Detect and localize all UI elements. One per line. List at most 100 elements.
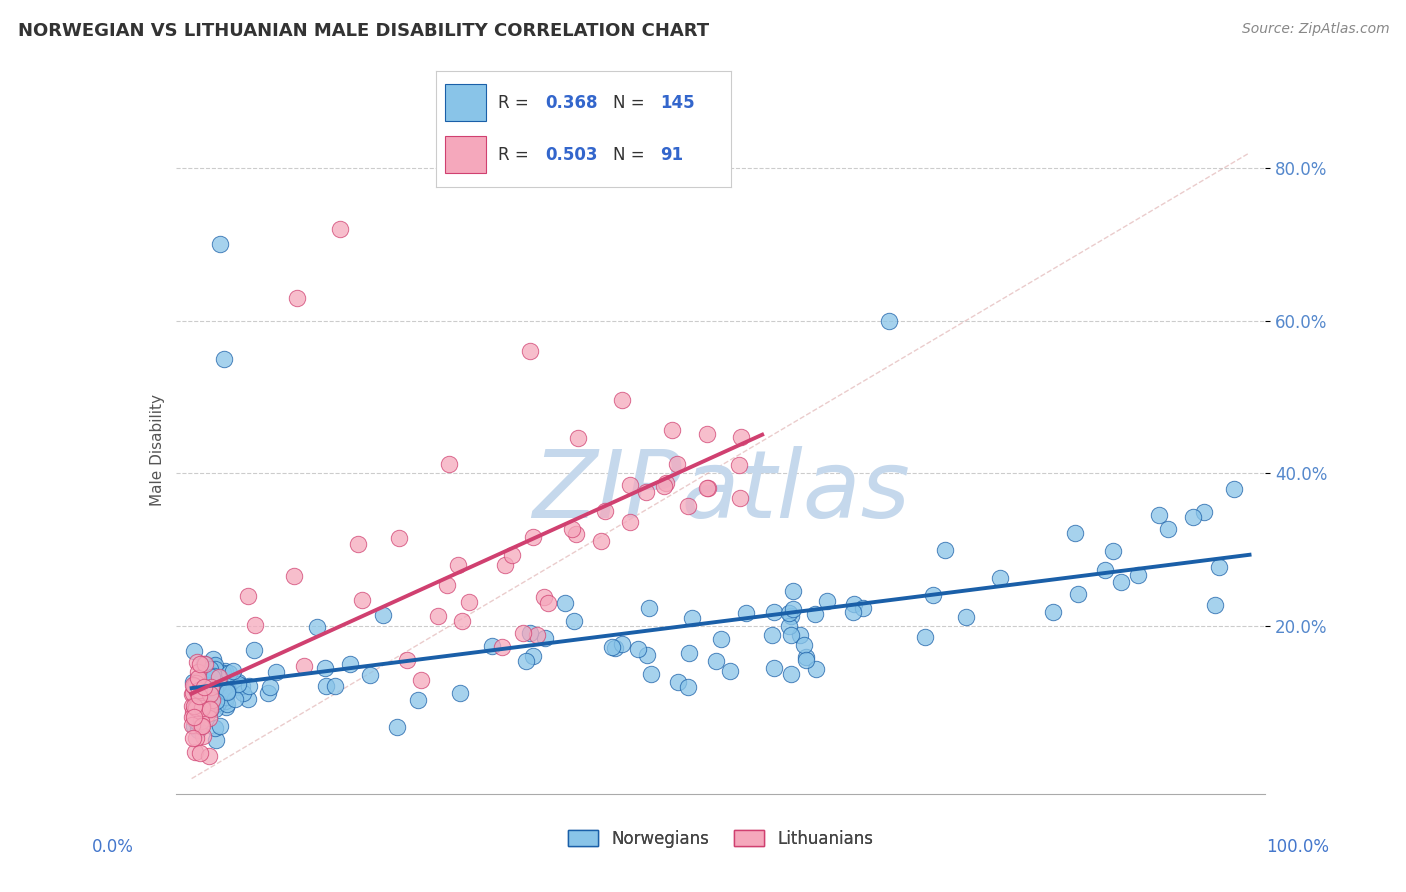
Point: [184, 745, 207, 759]
Point: [200, 680, 222, 694]
Point: [1149, 508, 1171, 523]
Point: [215, 700, 238, 714]
Point: [409, 673, 432, 688]
Point: [232, 686, 254, 700]
Point: [619, 515, 641, 529]
Point: [183, 644, 205, 658]
Point: [212, 351, 235, 366]
Point: [198, 702, 221, 716]
Point: [779, 666, 801, 681]
Text: 100.0%: 100.0%: [1265, 838, 1329, 855]
Point: [193, 681, 215, 695]
Point: [728, 491, 751, 506]
Point: [197, 699, 219, 714]
Point: [640, 667, 662, 681]
Point: [184, 676, 207, 690]
Point: [214, 664, 236, 678]
Point: [222, 664, 245, 678]
Point: [696, 481, 718, 495]
Point: [1223, 482, 1246, 496]
Point: [191, 675, 214, 690]
Point: [197, 697, 219, 711]
Point: [197, 683, 219, 698]
Point: [190, 714, 212, 728]
Point: [259, 681, 281, 695]
Point: [779, 628, 801, 642]
Point: [204, 658, 226, 673]
Point: [1204, 598, 1226, 612]
Point: [187, 723, 209, 737]
Point: [1109, 574, 1132, 589]
Point: [198, 748, 221, 763]
Point: [187, 690, 209, 704]
Point: [593, 504, 616, 518]
FancyBboxPatch shape: [444, 84, 486, 121]
Point: [186, 674, 208, 689]
Point: [201, 681, 224, 696]
Point: [519, 344, 541, 359]
Point: [243, 617, 266, 632]
Point: [778, 619, 800, 633]
Point: [204, 662, 226, 676]
Point: [197, 696, 219, 710]
Point: [763, 661, 786, 675]
Point: [704, 654, 727, 668]
Point: [350, 592, 373, 607]
Point: [190, 719, 212, 733]
Point: [533, 590, 555, 604]
Point: [195, 706, 218, 721]
Point: [554, 596, 576, 610]
Point: [406, 693, 429, 707]
Point: [191, 705, 214, 719]
Text: 0.0%: 0.0%: [91, 838, 134, 855]
Point: [619, 478, 641, 492]
Point: [339, 657, 361, 671]
Point: [697, 482, 720, 496]
Point: [323, 679, 346, 693]
Point: [988, 571, 1011, 585]
Point: [519, 625, 541, 640]
Point: [184, 714, 207, 728]
Point: [666, 457, 689, 471]
Point: [204, 733, 226, 747]
Point: [205, 694, 228, 708]
Point: [654, 475, 676, 490]
Point: [181, 677, 204, 691]
Point: [922, 588, 945, 602]
Point: [436, 578, 458, 592]
Point: [243, 643, 266, 657]
Point: [661, 423, 683, 437]
Point: [793, 638, 815, 652]
Text: N =: N =: [613, 146, 650, 164]
Point: [181, 674, 204, 689]
Point: [934, 542, 956, 557]
Point: [217, 684, 239, 698]
Point: [204, 721, 226, 735]
Point: [181, 731, 204, 746]
Point: [266, 665, 288, 679]
Point: [534, 631, 557, 645]
Text: 0.368: 0.368: [546, 94, 598, 112]
FancyBboxPatch shape: [444, 136, 486, 173]
Point: [666, 675, 689, 690]
Point: [512, 625, 534, 640]
Point: [183, 719, 205, 733]
Point: [190, 746, 212, 760]
Point: [782, 602, 804, 616]
Point: [184, 701, 207, 715]
Point: [187, 690, 209, 705]
Point: [183, 699, 205, 714]
Point: [449, 686, 471, 700]
Text: Source: ZipAtlas.com: Source: ZipAtlas.com: [1241, 22, 1389, 37]
Point: [315, 679, 337, 693]
Point: [815, 594, 838, 608]
Point: [188, 657, 211, 671]
Point: [193, 684, 215, 698]
Point: [181, 686, 204, 700]
Point: [190, 718, 212, 732]
Point: [491, 640, 513, 654]
Point: [198, 703, 221, 717]
Point: [1181, 510, 1204, 524]
Point: [208, 237, 231, 252]
Point: [217, 683, 239, 698]
